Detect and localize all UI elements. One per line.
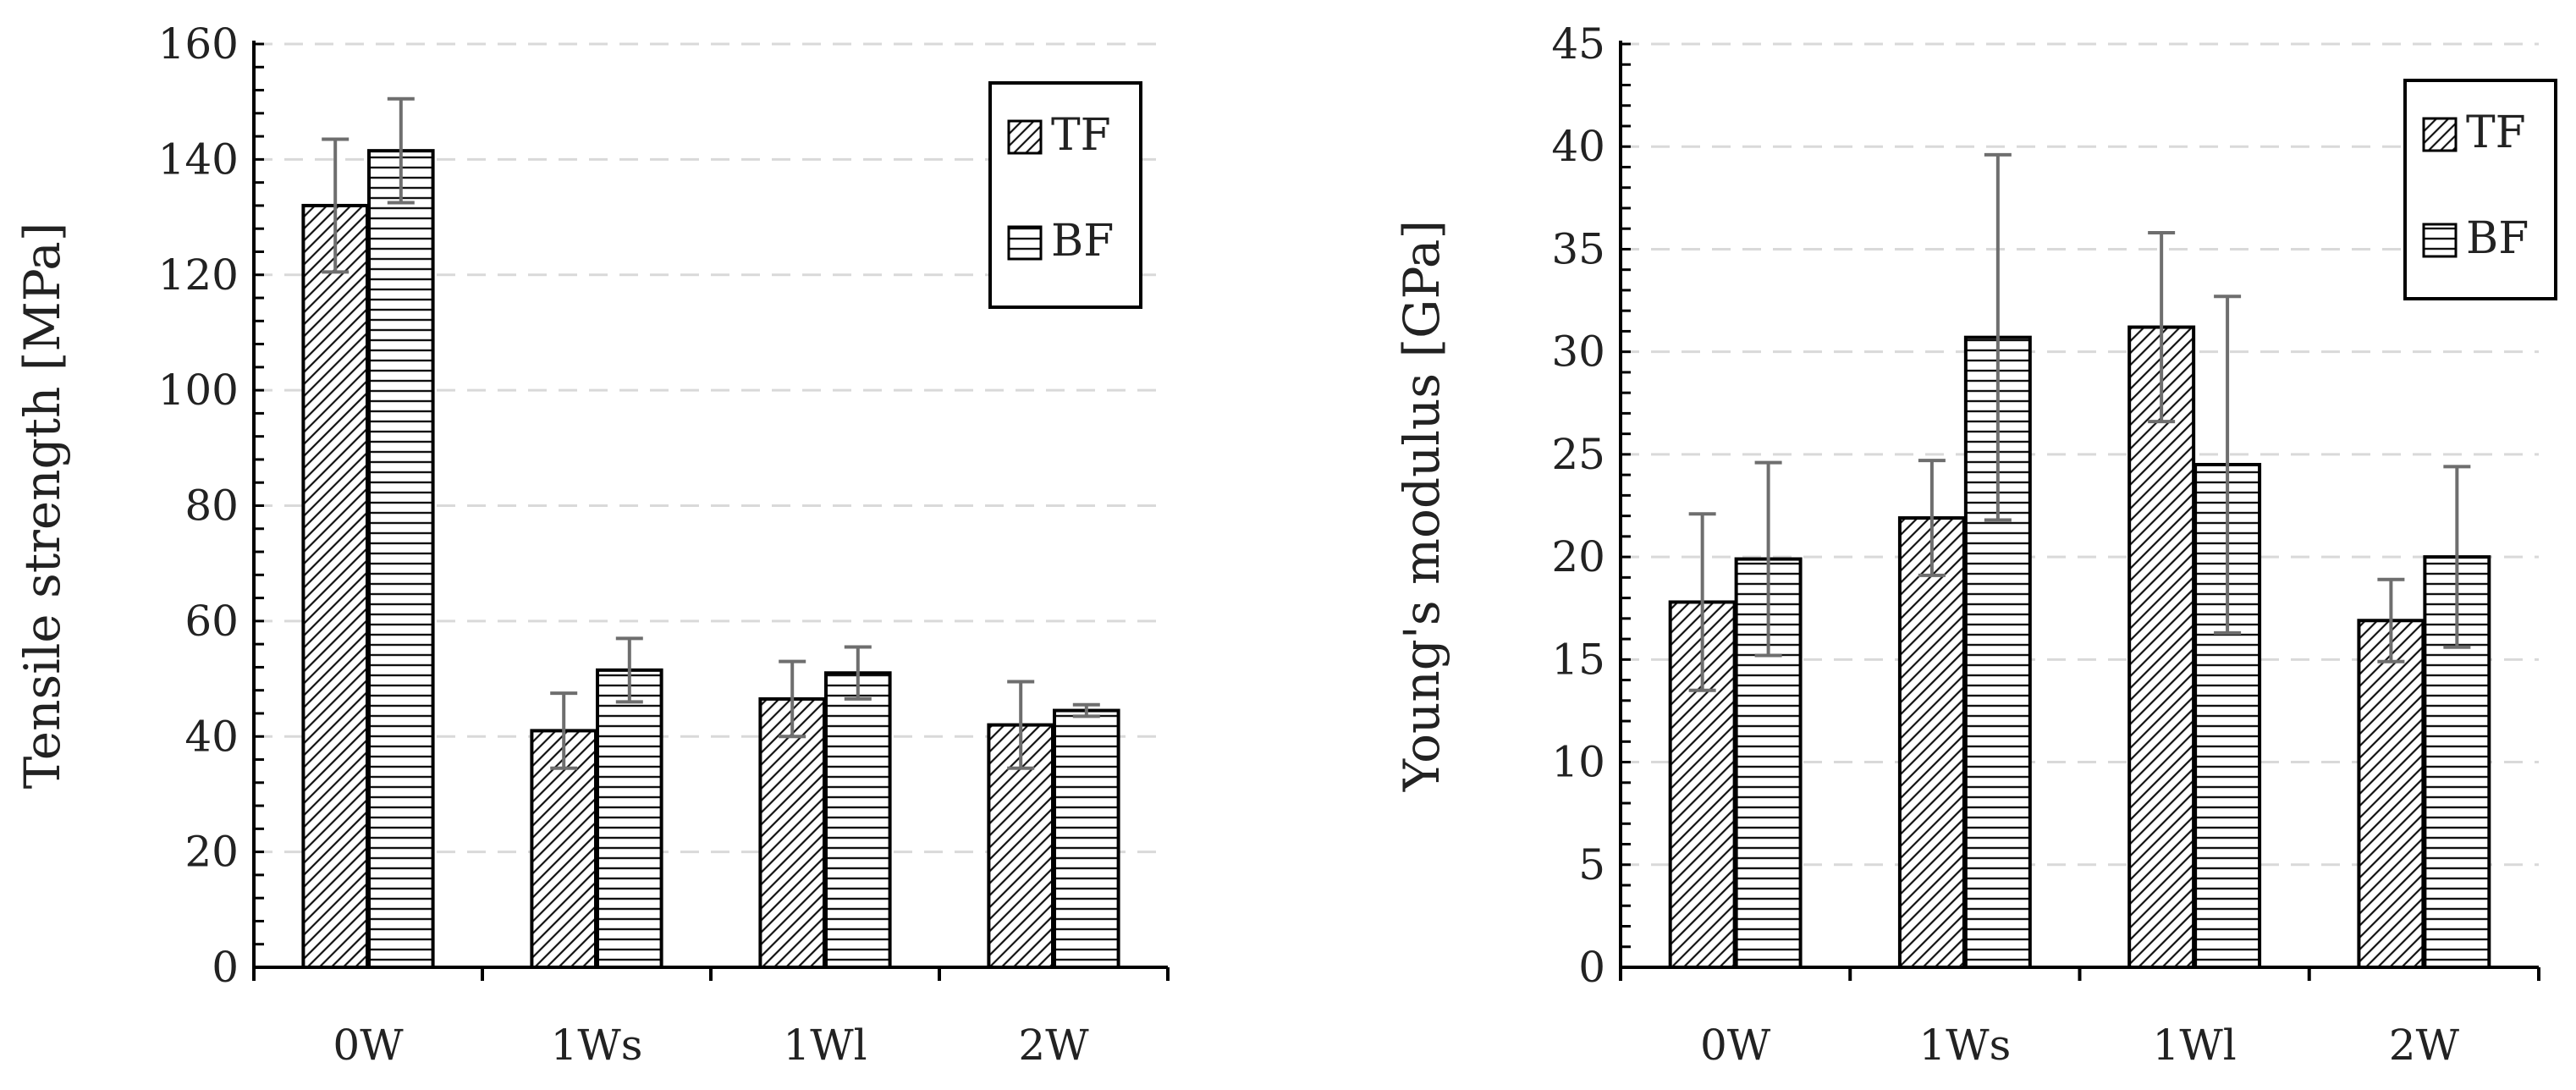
legend-swatch-TF	[1007, 119, 1043, 155]
bar-BF-1Ws	[596, 668, 663, 969]
legend: TF BF	[988, 81, 1142, 309]
y-tick-label: 0	[1578, 943, 1605, 992]
y-tick-label: 10	[1551, 738, 1605, 787]
y-axis-title: Young's modulus [GPa]	[1393, 220, 1450, 792]
legend: TF BF	[2403, 79, 2557, 300]
bar-TF-1Ws	[1897, 516, 1966, 969]
error-bar-TF-0W	[1688, 512, 1716, 692]
error-bar-TF-1Ws	[550, 691, 578, 770]
bar-TF-1Wl	[2127, 325, 2196, 970]
error-bar-BF-2W	[2443, 465, 2471, 649]
y-tick-label: 40	[1551, 122, 1605, 171]
bar-BF-0W	[367, 149, 435, 970]
legend-label-BF: BF	[2466, 213, 2529, 264]
error-bar-BF-1Wl	[2214, 295, 2242, 635]
x-tick-label: 1Wl	[783, 1021, 867, 1070]
error-bar-BF-2W	[1072, 702, 1100, 718]
chart-1: 0W 1Ws 1Wl 2W 0 5 10 15 20 25 30 35 40 45 Young's modu…	[1393, 19, 2557, 1070]
legend-swatch-BF	[1007, 225, 1043, 261]
y-axis-title: Tensile strength [MPa]	[14, 223, 71, 790]
bar-BF-1Wl	[824, 671, 892, 970]
legend-swatch-TF	[2422, 117, 2458, 152]
x-tick-label: 2W	[1018, 1021, 1089, 1070]
y-tick-label: 45	[1551, 19, 1605, 69]
error-bar-BF-1Ws	[615, 636, 643, 704]
error-bar-BF-1Wl	[844, 645, 872, 701]
error-bar-TF-2W	[1007, 680, 1035, 770]
x-tick-label: 0W	[1700, 1021, 1771, 1070]
error-bar-TF-1Ws	[1918, 459, 1946, 577]
y-tick-label: 25	[1551, 430, 1605, 479]
legend-label-TF: TF	[1051, 110, 1111, 161]
error-bar-TF-0W	[322, 137, 350, 274]
y-tick-label: 20	[1551, 532, 1605, 581]
x-tick-label: 1Ws	[551, 1021, 643, 1070]
error-bar-BF-0W	[1754, 460, 1782, 658]
error-bar-TF-2W	[2377, 577, 2405, 663]
y-tick-label: 20	[184, 828, 239, 877]
y-tick-label: 120	[158, 250, 239, 300]
error-bar-TF-1Wl	[779, 659, 806, 739]
y-tick-label: 80	[184, 482, 239, 531]
legend-label-BF: BF	[1051, 216, 1114, 267]
y-tick-label: 30	[1551, 328, 1605, 377]
x-tick-label: 2W	[2389, 1021, 2460, 1070]
bar-TF-1Wl	[758, 696, 827, 969]
chart-0: 0W 1Ws 1Wl 2W 0 20 40 60 80 100 120 140 160 Tensile s…	[14, 19, 1170, 1070]
y-tick-label: 15	[1551, 635, 1605, 684]
legend-label-TF: TF	[2466, 107, 2526, 158]
bar-TF-0W	[301, 203, 369, 970]
legend-swatch-BF	[2422, 223, 2458, 258]
y-tick-label: 160	[158, 19, 239, 69]
y-tick-label: 35	[1551, 224, 1605, 273]
error-bar-BF-1Ws	[1984, 152, 2012, 522]
y-tick-label: 60	[184, 597, 239, 646]
legend-box	[2403, 79, 2557, 300]
bar-TF-2W	[2357, 619, 2425, 969]
error-bar-TF-1Wl	[2148, 231, 2176, 424]
y-tick-label: 0	[212, 943, 239, 992]
y-tick-label: 140	[158, 135, 239, 184]
bar-BF-2W	[1053, 708, 1120, 969]
x-tick-label: 0W	[333, 1021, 404, 1070]
bar-TF-1Ws	[530, 729, 598, 970]
y-tick-label: 40	[184, 712, 239, 761]
y-tick-label: 5	[1578, 840, 1605, 889]
error-bar-BF-0W	[387, 96, 415, 205]
x-tick-label: 1Wl	[2153, 1021, 2237, 1070]
x-tick-label: 1Ws	[1918, 1021, 2011, 1070]
y-tick-label: 100	[158, 366, 239, 415]
